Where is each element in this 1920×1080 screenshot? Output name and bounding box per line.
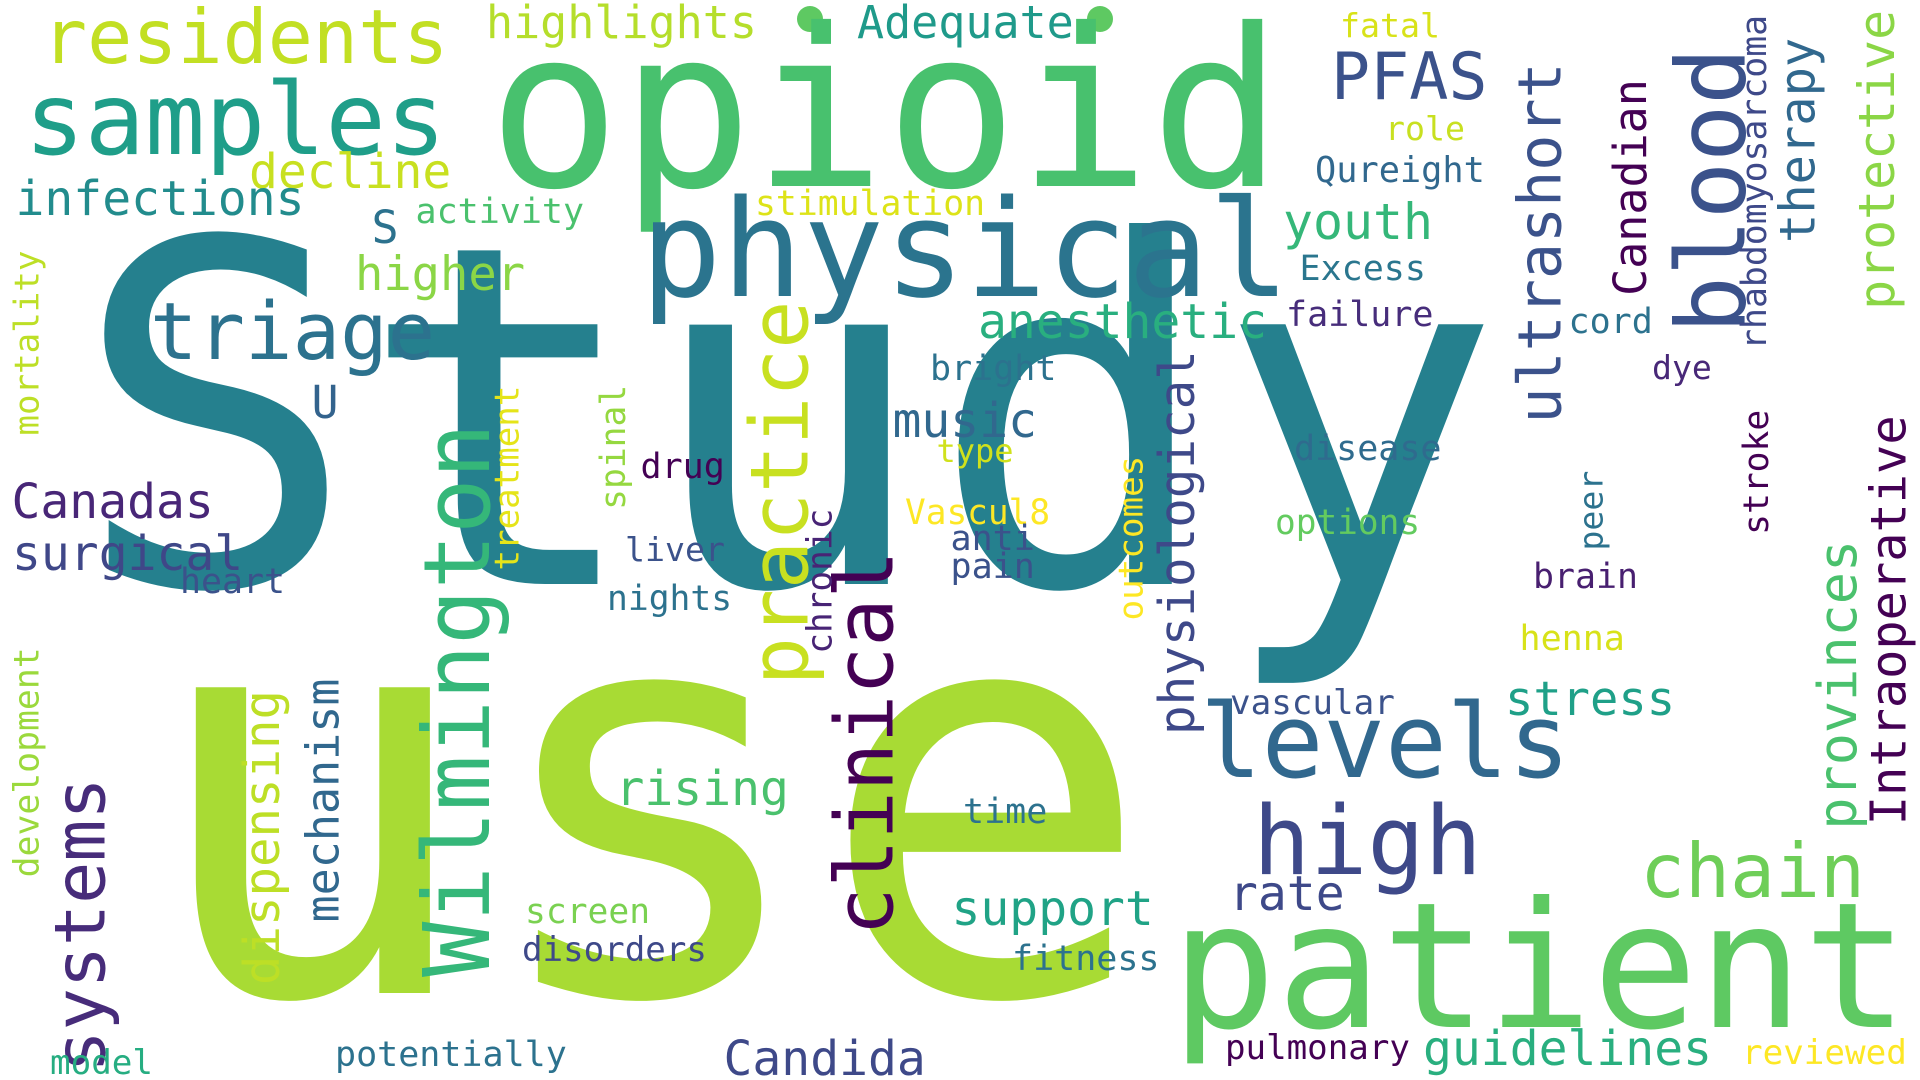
- word-nights: nights: [607, 579, 733, 619]
- word-candida: Candida: [723, 1031, 926, 1080]
- word-study: Study: [72, 143, 1503, 697]
- word-physiological: physiological: [1147, 350, 1206, 735]
- word-time: time: [963, 792, 1048, 832]
- word-systems: systems: [39, 777, 122, 1073]
- word-pulmonary: pulmonary: [1225, 1027, 1410, 1068]
- word-triage: triage: [150, 286, 436, 378]
- word-canadian: Canadian: [1603, 79, 1657, 296]
- word-reviewed: reviewed: [1742, 1032, 1907, 1073]
- word-opioid: opioid: [488, 0, 1283, 238]
- word-youth: youth: [1283, 193, 1433, 251]
- decorative-dot: [797, 6, 823, 32]
- word-bright: bright: [930, 349, 1057, 389]
- word-highlights: highlights: [486, 0, 757, 49]
- word-rising: rising: [615, 761, 789, 817]
- word-mechanism: mechanism: [295, 678, 349, 922]
- word-chronic: chronic: [800, 508, 841, 654]
- word-anesthetic: anesthetic: [978, 294, 1267, 350]
- word-disorders: disorders: [522, 929, 707, 970]
- word-peer: peer: [1570, 470, 1610, 551]
- word-intraoperative: Intraoperative: [1861, 414, 1918, 825]
- word-infections: infections: [15, 171, 305, 227]
- word-liver: liver: [625, 530, 725, 569]
- word-mortality: mortality: [7, 250, 48, 436]
- word-fatal: fatal: [1340, 6, 1440, 45]
- word-higher: higher: [355, 246, 526, 302]
- word-cord: cord: [1568, 302, 1653, 342]
- word-heart: heart: [180, 562, 285, 602]
- word-pfas: PFAS: [1331, 40, 1488, 115]
- word-music: music: [892, 393, 1038, 449]
- word-disease: disease: [1294, 429, 1442, 469]
- word-residents: residents: [42, 0, 449, 81]
- word-options: options: [1275, 502, 1421, 543]
- word-activity: activity: [415, 192, 585, 232]
- word-pain: pain: [950, 547, 1035, 587]
- word-canadas: Canadas: [11, 474, 214, 530]
- word-s: S: [371, 201, 399, 254]
- word-stroke: stroke: [1737, 409, 1778, 535]
- word-dispensing: dispensing: [233, 689, 291, 986]
- word-model: model: [50, 1042, 154, 1080]
- word-ultrashort: ultrashort: [1505, 61, 1576, 424]
- word-stress: stress: [1505, 671, 1676, 727]
- word-type: type: [936, 432, 1014, 470]
- word-protective: protective: [1847, 9, 1906, 310]
- word-use: use: [142, 474, 1154, 1080]
- word-u: U: [311, 376, 339, 429]
- word-rhabdomyosarcoma: rhabdomyosarcoma: [1735, 14, 1776, 350]
- word-decline: decline: [249, 144, 452, 200]
- word-stimulation: stimulation: [755, 184, 986, 224]
- word-spinal: spinal: [594, 384, 635, 510]
- word-development: development: [7, 646, 48, 877]
- word-high: high: [1253, 787, 1482, 897]
- word-dye: dye: [1652, 348, 1712, 387]
- word-patient: patient: [1171, 866, 1909, 1069]
- word-anti: anti: [950, 519, 1035, 559]
- word-guidelines: guidelines: [1423, 1021, 1712, 1077]
- word-chain: chain: [1640, 828, 1866, 915]
- decorative-dot: [1087, 6, 1113, 32]
- word-drug: drug: [640, 447, 725, 487]
- word-outcomes: outcomes: [1111, 455, 1152, 621]
- word-provinces: provinces: [1805, 539, 1869, 830]
- word-adequate: Adequate: [857, 0, 1074, 49]
- word-levels: levels: [1200, 682, 1571, 802]
- word-therapy: therapy: [1769, 37, 1826, 243]
- word-samples: samples: [24, 61, 446, 178]
- word-rate: rate: [1229, 866, 1345, 922]
- word-support: support: [951, 881, 1154, 937]
- word-failure: failure: [1286, 295, 1434, 335]
- word-qureight: Qureight: [1315, 149, 1485, 191]
- word-henna: henna: [1519, 619, 1625, 659]
- word-physical: physical: [640, 170, 1290, 328]
- word-screen: screen: [525, 892, 651, 932]
- word-treatment: treatment: [487, 385, 528, 571]
- word-excess: Excess: [1299, 249, 1426, 289]
- word-surgical: surgical: [12, 526, 244, 582]
- word-role: role: [1385, 108, 1465, 148]
- word-potentially: potentially: [335, 1035, 567, 1075]
- word-brain: brain: [1533, 557, 1638, 597]
- word-vascular: vascular: [1230, 682, 1395, 723]
- word-vascul8: Vascul8: [905, 492, 1051, 533]
- word-fitness: fitness: [1012, 939, 1160, 979]
